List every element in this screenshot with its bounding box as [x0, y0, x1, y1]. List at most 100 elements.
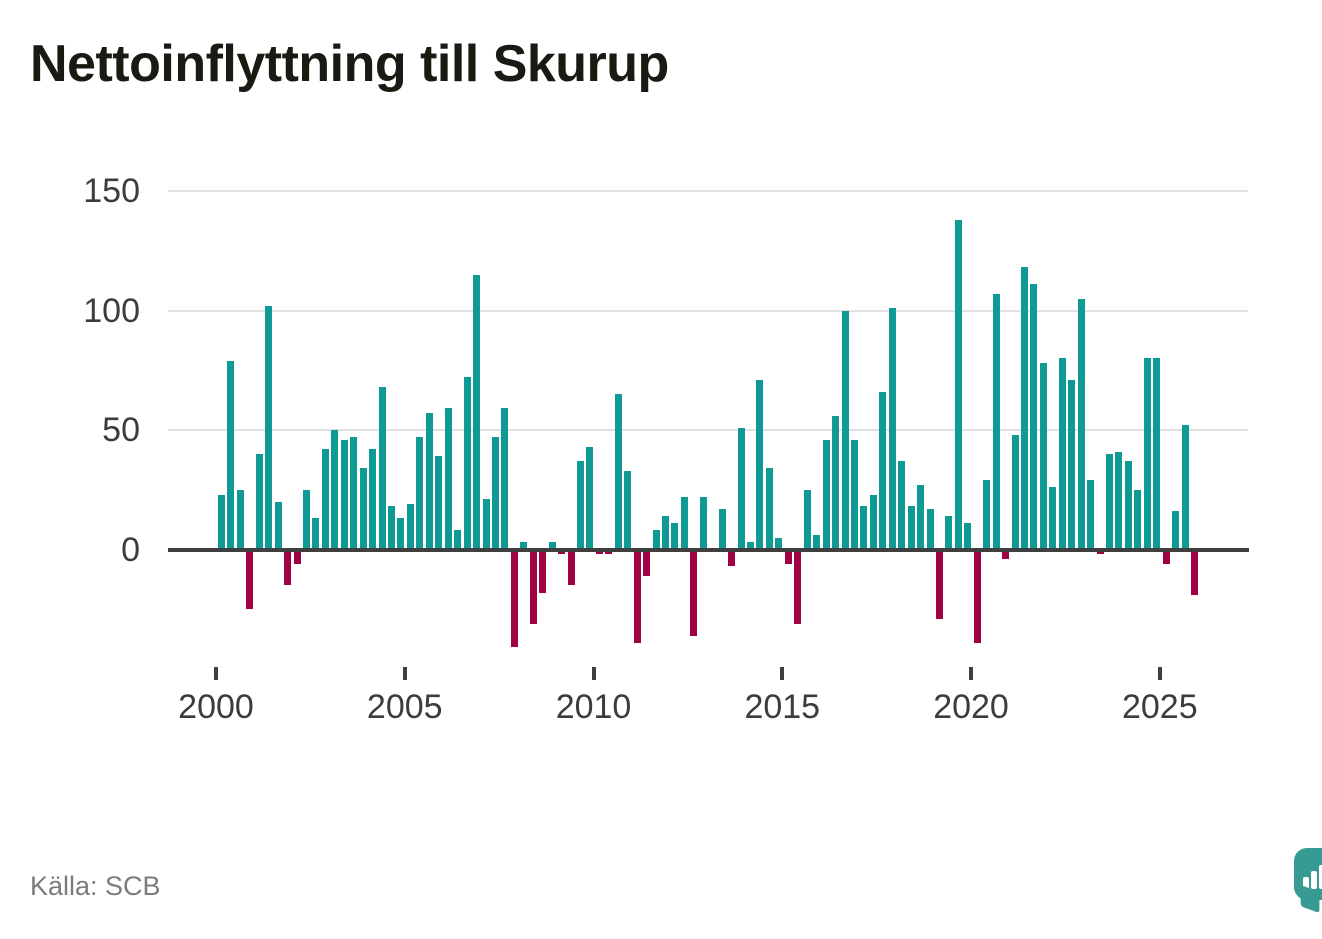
x-axis-zero-line: [168, 547, 1249, 552]
bar-2008Q4: [548, 542, 556, 550]
bar-2019Q4: [964, 523, 972, 550]
bar-2012Q1: [671, 523, 679, 550]
bar-2019Q2: [945, 516, 953, 550]
bar-2020Q4: [1002, 549, 1010, 560]
x-axis-label-2000: 2000: [178, 688, 254, 726]
bar-2001Q1: [255, 453, 263, 550]
bar-2020Q3: [992, 293, 1000, 550]
bar-2000Q2: [227, 360, 235, 550]
bar-2016Q2: [832, 415, 840, 550]
bar-2020Q2: [983, 480, 991, 550]
gridline-y-50: [168, 429, 1248, 431]
bar-2002Q1: [293, 549, 301, 564]
bar-2012Q2: [680, 496, 688, 550]
bar-2015Q3: [803, 489, 811, 550]
bar-2024Q1: [1124, 461, 1132, 550]
bar-2017Q4: [888, 308, 896, 550]
bar-2015Q2: [794, 549, 802, 624]
x-axis-label-2025: 2025: [1121, 688, 1198, 726]
bar-2016Q1: [822, 439, 830, 550]
bar-2025Q1: [1162, 549, 1170, 564]
bar-2009Q1: [558, 549, 566, 555]
bar-2011Q2: [643, 549, 651, 576]
bar-2017Q1: [860, 506, 868, 550]
gridline-y-150: [168, 190, 1248, 192]
bar-2023Q3: [1106, 453, 1114, 550]
bar-2001Q4: [284, 549, 292, 586]
bar-2010Q2: [605, 549, 613, 555]
bar-2009Q2: [567, 549, 575, 586]
bar-2018Q2: [907, 506, 915, 550]
bar-2015Q4: [813, 535, 821, 550]
bar-2005Q1: [406, 504, 414, 550]
y-axis-label-50: 50: [102, 411, 140, 449]
bar-2009Q4: [586, 446, 594, 550]
bar-2012Q4: [699, 496, 707, 550]
bar-2024Q2: [1134, 489, 1142, 550]
bar-2008Q2: [529, 549, 537, 624]
x-tick-2020: [969, 667, 974, 680]
bar-2002Q3: [312, 518, 320, 550]
bar-2014Q4: [775, 537, 783, 550]
bar-2011Q1: [633, 549, 641, 643]
bar-2008Q3: [539, 549, 547, 593]
x-axis-label-2010: 2010: [555, 688, 632, 726]
x-tick-2000: [214, 667, 218, 680]
bar-2020Q1: [973, 549, 981, 643]
bar-2021Q4: [1039, 363, 1047, 550]
bar-2014Q3: [765, 468, 773, 550]
bar-2022Q1: [1049, 487, 1057, 550]
gridline-y-100: [168, 309, 1248, 312]
bar-2014Q1: [747, 542, 755, 550]
bar-2004Q2: [378, 386, 386, 550]
bar-2006Q2: [454, 530, 462, 550]
bar-2017Q3: [879, 391, 887, 550]
bar-2025Q2: [1172, 511, 1180, 550]
bar-2016Q3: [841, 310, 849, 550]
x-axis-label-2015: 2015: [744, 688, 821, 726]
bar-2012Q3: [690, 549, 698, 636]
x-axis-label-2020: 2020: [933, 688, 1009, 726]
bar-2014Q2: [756, 379, 764, 550]
bar-2003Q3: [350, 437, 358, 550]
bar-2013Q2: [718, 508, 726, 550]
bar-2003Q4: [359, 468, 367, 550]
bar-2015Q1: [784, 549, 792, 564]
bar-2025Q3: [1181, 425, 1189, 550]
bar-2006Q3: [463, 377, 471, 550]
x-axis-label-2005: 2005: [366, 688, 443, 726]
x-tick-2005: [402, 667, 407, 680]
bar-2011Q3: [652, 530, 660, 550]
bar-2007Q3: [501, 408, 509, 550]
bar-2006Q4: [473, 274, 481, 550]
bar-2017Q2: [869, 494, 877, 550]
bar-2016Q4: [850, 439, 858, 550]
bar-2001Q3: [274, 501, 282, 550]
bar-2008Q1: [520, 542, 528, 550]
bar-2019Q1: [935, 549, 943, 619]
y-axis-label-100: 100: [83, 291, 140, 330]
bar-2007Q2: [491, 437, 499, 550]
bar-2010Q4: [624, 470, 632, 550]
bar-2013Q4: [737, 427, 745, 550]
x-tick-2015: [780, 667, 785, 680]
bar-2018Q4: [926, 508, 934, 550]
bar-2004Q4: [397, 518, 405, 550]
bar-2007Q4: [510, 549, 518, 648]
source-note: Källa: SCB: [30, 871, 161, 901]
bar-2004Q3: [388, 506, 396, 550]
chart-title: Nettoinflyttning till Skurup: [30, 35, 669, 93]
logo-mini-bar-icon: [1303, 877, 1309, 889]
bar-2025Q4: [1191, 549, 1199, 595]
bar-2005Q4: [435, 456, 443, 550]
bar-2021Q2: [1020, 267, 1028, 550]
x-tick-2010: [591, 667, 596, 680]
bar-2023Q4: [1115, 451, 1123, 550]
bar-2024Q3: [1143, 358, 1151, 550]
bar-2023Q2: [1096, 549, 1104, 555]
bar-2019Q3: [954, 219, 962, 550]
bar-2021Q3: [1030, 284, 1038, 550]
bar-2011Q4: [662, 516, 669, 550]
bar-2000Q1: [218, 494, 225, 550]
